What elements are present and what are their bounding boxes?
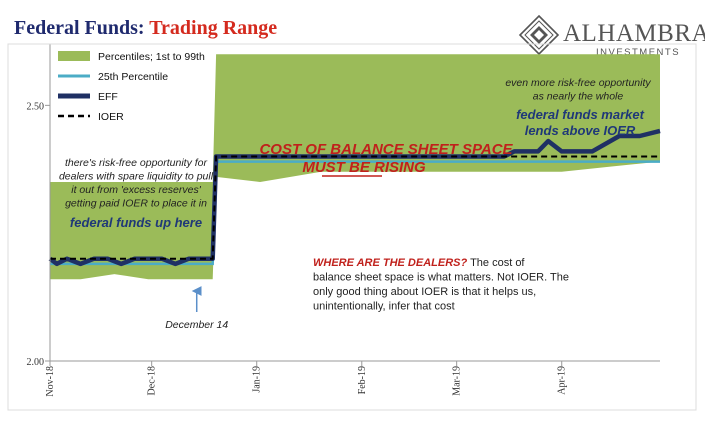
plot-area bbox=[48, 54, 661, 280]
x-tick-label: Nov-18 bbox=[45, 366, 56, 397]
annotation-more-risk-free-line: even more risk-free opportunity bbox=[505, 77, 651, 89]
axes: 2.00 2.50 Nov-18 Dec-18 Jan-19 Feb-19 Mar-19 Ap… bbox=[7, 43, 697, 411]
annotation-lends-above-ioer: federal funds market bbox=[516, 107, 645, 122]
annotation-december-14: December 14 bbox=[165, 319, 228, 331]
alhambra-logo: ALHAMBRA INVESTMENTS bbox=[518, 14, 705, 58]
annotation-risk-free-line: there's risk-free opportunity for bbox=[65, 157, 208, 169]
chart-title: Federal Funds: Trading Range bbox=[14, 17, 277, 39]
percentile-band bbox=[50, 54, 660, 280]
x-tick-label: Mar-19 bbox=[452, 366, 463, 396]
x-tick-label: Feb-19 bbox=[357, 366, 368, 394]
annotation-dealers-headline: WHERE ARE THE DEALERS? bbox=[313, 257, 467, 269]
legend-label: EFF bbox=[98, 91, 118, 103]
annotation-dealers-text: unintentionally, infer that cost bbox=[313, 301, 455, 313]
chart-frame bbox=[7, 43, 697, 411]
y-tick-label: 2.50 bbox=[27, 101, 45, 112]
alhambra-emblem-icon bbox=[518, 14, 560, 56]
legend: Percentiles; 1st to 99th 25th Percentile E… bbox=[58, 51, 205, 123]
x-tick-label: Jan-19 bbox=[252, 366, 263, 393]
y-tick-label: 2.00 bbox=[27, 357, 45, 368]
legend-label: 25th Percentile bbox=[98, 71, 168, 83]
legend-label: Percentiles; 1st to 99th bbox=[98, 51, 205, 63]
legend-item: 25th Percentile bbox=[58, 71, 168, 83]
annotation-federal-funds-up-here: federal funds up here bbox=[70, 215, 202, 230]
title-highlight: Trading Range bbox=[149, 17, 277, 39]
title-prefix: Federal Funds: bbox=[14, 17, 149, 39]
legend-item: IOER bbox=[58, 111, 124, 123]
brand-sub: INVESTMENTS bbox=[596, 47, 680, 58]
annotation-risk-free-line: it out from 'excess reserves' bbox=[71, 184, 201, 196]
annotation-dealers-text: balance sheet space is what matters. Not… bbox=[313, 272, 569, 284]
annotation-risk-free-line: getting paid IOER to place it in bbox=[65, 198, 207, 210]
legend-swatch-band bbox=[58, 51, 90, 61]
legend-item: EFF bbox=[58, 91, 118, 103]
annotation-risk-free-line: dealers with spare liquidity to pull bbox=[59, 171, 214, 183]
brand-name: ALHAMBRA bbox=[563, 20, 705, 47]
annotation-dealers-text: The cost of bbox=[467, 257, 525, 269]
legend-label: IOER bbox=[98, 111, 124, 123]
x-tick-label: Apr-19 bbox=[557, 366, 568, 395]
annotation-balance-sheet: MUST BE RISING bbox=[302, 159, 426, 176]
annotation-dealers: WHERE ARE THE DEALERS? The cost of bbox=[313, 257, 525, 269]
x-tick-label: Dec-18 bbox=[147, 366, 158, 395]
annotation-lends-above-ioer: lends above IOER bbox=[525, 123, 636, 138]
annotation-dealers-text: only good thing about IOER is that it he… bbox=[313, 286, 536, 298]
annotation-more-risk-free-line: as nearly the whole bbox=[533, 91, 624, 103]
legend-item: Percentiles; 1st to 99th bbox=[58, 51, 205, 63]
annotation-balance-sheet: COST OF BALANCE SHEET SPACE bbox=[259, 141, 513, 158]
ioer-line bbox=[50, 155, 660, 260]
